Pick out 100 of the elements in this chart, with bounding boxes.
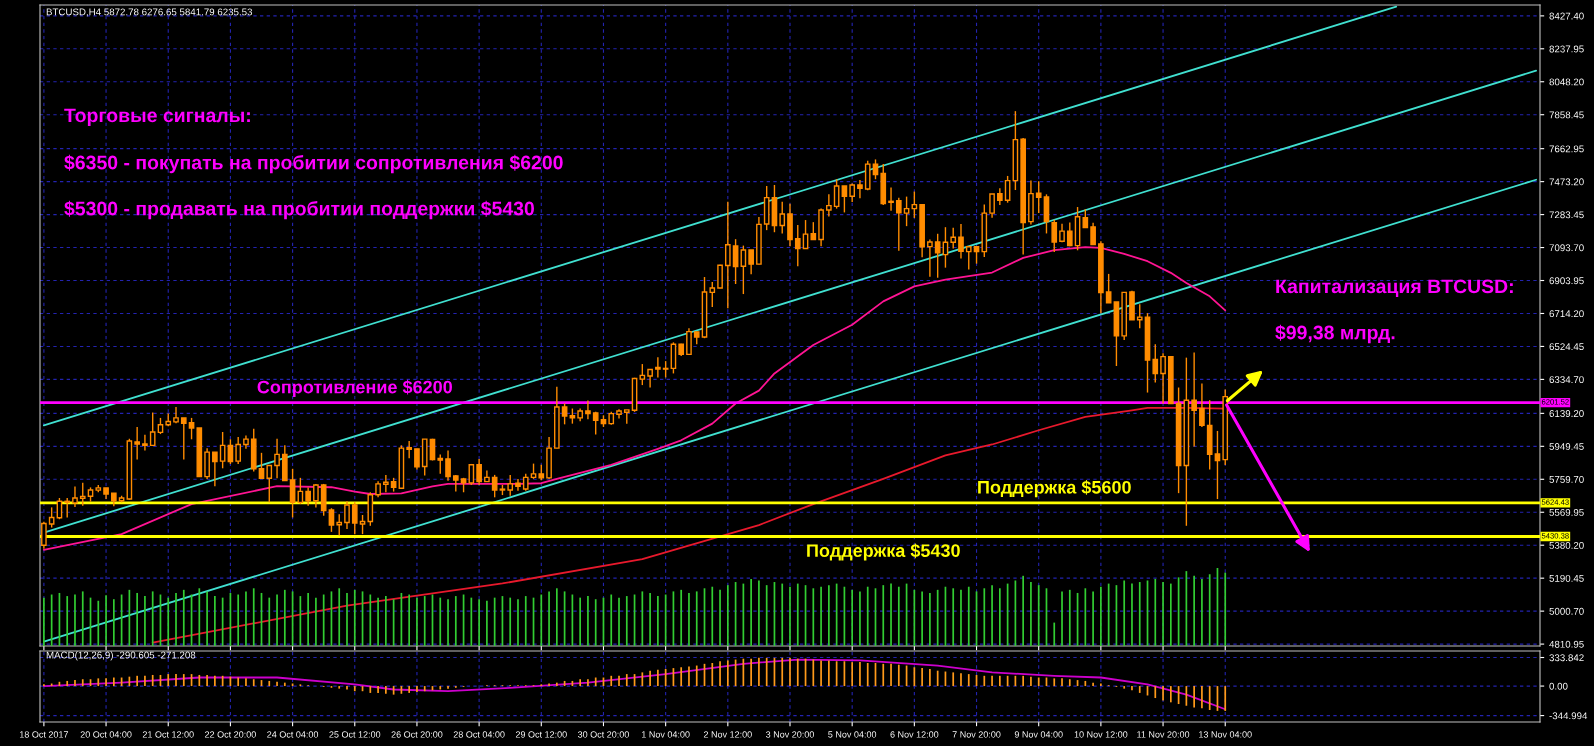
y-tick-label: 5569.95 (1549, 508, 1584, 516)
candlestick (857, 179, 863, 200)
y-tick-label: 5000.70 (1549, 607, 1584, 615)
y-tick-label: 7093.70 (1549, 244, 1584, 252)
y-tick-label: 333.842 (1549, 654, 1584, 662)
y-tick-label: 6524.45 (1549, 343, 1584, 351)
x-tick-label: 7 Nov 20:00 (952, 731, 1001, 738)
candlestick (802, 219, 809, 250)
candlestick (740, 244, 747, 295)
candlestick (639, 363, 646, 386)
annotation: Торговые сигналы: (64, 108, 250, 127)
candlestick (1105, 273, 1112, 304)
candlestick (48, 506, 55, 529)
candlestick (336, 513, 343, 537)
candlestick (406, 440, 413, 459)
candlestick (934, 233, 941, 279)
candlestick (585, 399, 591, 420)
x-tick-label: 2 Nov 12:00 (703, 731, 752, 738)
candlestick (79, 482, 86, 507)
candlestick (1035, 180, 1042, 214)
candlestick (134, 426, 140, 461)
candlestick (344, 500, 350, 530)
y-tick-label: 5759.70 (1549, 476, 1584, 483)
x-tick-label: 24 Oct 04:00 (267, 731, 319, 738)
candlestick (724, 200, 731, 309)
chart-title: BTCUSD,H4 5872.78 6276.65 5841.79 6235.53 (46, 8, 253, 17)
y-tick-label: 8237.95 (1549, 45, 1584, 53)
y-tick-label: 7283.45 (1549, 211, 1584, 219)
candlestick (965, 246, 972, 271)
x-tick-label: 3 Nov 20:00 (766, 731, 814, 738)
y-tick-label: 7473.20 (1549, 178, 1584, 186)
annotation: $99,38 млрд. (1275, 324, 1395, 344)
candlestick (1090, 222, 1096, 246)
annotation: Поддержка $5430 (807, 543, 960, 561)
candlestick (561, 402, 568, 426)
candlestick (826, 193, 832, 218)
x-tick-label: 25 Oct 12:00 (329, 731, 381, 738)
candlestick (507, 474, 514, 497)
x-tick-label: 30 Oct 20:00 (577, 731, 629, 738)
candlestick (41, 521, 47, 550)
y-tick-label: 6714.20 (1549, 310, 1584, 318)
annotation: Капитализация BTCUSD: (1276, 279, 1513, 297)
candlestick (305, 486, 311, 507)
candlestick (1152, 343, 1159, 384)
candlestick (833, 178, 840, 210)
candlestick (445, 449, 451, 482)
candlestick (383, 474, 389, 493)
y-tick-label: 4810.95 (1549, 640, 1584, 648)
candlestick (414, 448, 420, 471)
candlestick (841, 185, 848, 214)
x-tick-label: 10 Nov 12:00 (1074, 731, 1128, 738)
candlestick (328, 507, 335, 533)
candlestick (64, 497, 71, 519)
x-tick-label: 11 Nov 20:00 (1137, 731, 1190, 738)
candlestick (351, 501, 358, 535)
candlestick (655, 356, 661, 379)
candlestick (958, 223, 964, 260)
y-tick-label: 5949.45 (1549, 443, 1584, 450)
candlestick (274, 438, 280, 479)
x-tick-label: 1 Nov 04:00 (642, 731, 690, 738)
candlestick (266, 464, 273, 504)
y-tick-label: 7858.45 (1549, 111, 1584, 119)
candlestick (212, 451, 218, 487)
candlestick (647, 368, 653, 389)
y-tick-label: 6903.95 (1549, 277, 1584, 285)
x-tick-label: 29 Oct 12:00 (515, 731, 567, 738)
candlestick (476, 458, 482, 486)
candlestick (515, 478, 521, 492)
x-tick-label: 18 Oct 2017 (19, 731, 69, 738)
candlestick (359, 514, 366, 535)
candlestick (142, 434, 148, 452)
candlestick (180, 417, 187, 461)
y-tick-label: 5380.20 (1549, 541, 1584, 549)
candlestick (1136, 303, 1143, 329)
y-tick-label: 8427.40 (1549, 12, 1584, 20)
x-tick-label: 28 Oct 04:00 (453, 731, 505, 738)
candlestick (779, 200, 786, 235)
candlestick (748, 249, 754, 275)
candlestick (1214, 430, 1221, 500)
y-tick-label: 5190.45 (1549, 574, 1584, 582)
x-tick-label: 21 Oct 12:00 (142, 731, 194, 738)
candlestick (289, 468, 296, 519)
annotation: $6350 - покупать на пробитии сопротивления $6200 (64, 154, 563, 174)
candlestick (188, 417, 195, 440)
candlestick (1191, 351, 1197, 448)
candlestick (1004, 175, 1011, 204)
candlestick (491, 474, 498, 498)
y-tick-label: 0.00 (1549, 682, 1568, 690)
candlestick (235, 436, 242, 465)
x-tick-label: 9 Nov 04:00 (1014, 731, 1063, 738)
y-tick-label: 6334.70 (1549, 376, 1584, 384)
candlestick (1082, 208, 1089, 229)
x-tick-label: 6 Nov 12:00 (890, 731, 939, 738)
candlestick (927, 238, 933, 278)
candlestick (709, 281, 716, 308)
x-tick-label: 5 Nov 04:00 (828, 731, 877, 738)
y-tick-label: 6139.20 (1549, 410, 1584, 417)
candlestick (258, 452, 265, 480)
annotation: Поддержка $5600 (978, 480, 1131, 498)
candlestick (1051, 219, 1058, 253)
